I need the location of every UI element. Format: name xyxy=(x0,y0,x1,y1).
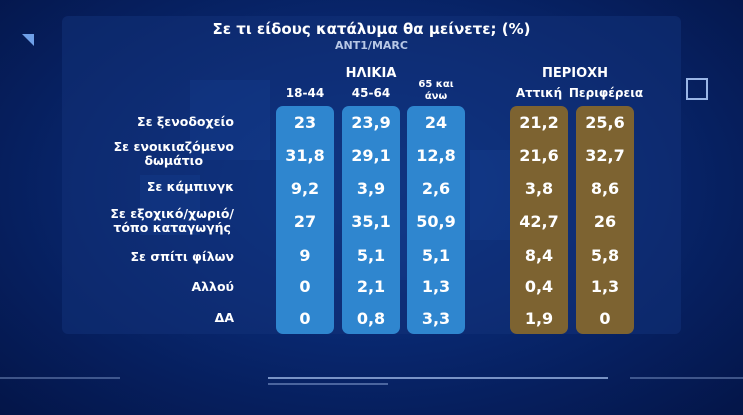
table-cell: 9,2 xyxy=(290,179,320,198)
row-label-country-house-line2: τόπο καταγωγής xyxy=(113,220,231,235)
row-label-friends-house: Σε σπίτι φίλων xyxy=(130,249,234,264)
table-cell: 0 xyxy=(299,309,311,328)
column-bg-45-64 xyxy=(342,106,400,334)
table-cell: 29,1 xyxy=(351,146,391,165)
chart-title: Σε τι είδους κατάλυμα θα μείνετε; (%) xyxy=(212,20,531,38)
row-label-country-house-line1: Σε εξοχικό/χωριό/ xyxy=(110,206,234,221)
table-cell: 0,4 xyxy=(524,277,554,296)
table-cell: 3,9 xyxy=(356,179,386,198)
table-cell: 2,1 xyxy=(356,277,386,296)
table-cell: 25,6 xyxy=(585,113,625,132)
table-cell: 8,4 xyxy=(524,246,554,265)
column-header-65-line2: άνω xyxy=(424,91,448,102)
column-header-18-44: 18-44 xyxy=(285,86,325,100)
table-cell: 5,1 xyxy=(421,246,451,265)
table-cell: 3,8 xyxy=(524,179,554,198)
row-label-rented-room: Σε ενοικιαζόμενο δωμάτιο xyxy=(114,140,234,168)
corner-triangle-icon xyxy=(22,34,34,46)
table-cell: 12,8 xyxy=(416,146,456,165)
ticker-line xyxy=(630,377,743,379)
row-label-dk: ΔΑ xyxy=(214,310,234,325)
ticker-line xyxy=(0,377,120,379)
column-header-65-line1: 65 και xyxy=(418,79,454,90)
table-cell: 5,1 xyxy=(356,246,386,265)
group-header-age: ΗΛΙΚΙΑ xyxy=(345,66,397,81)
table-cell: 26 xyxy=(593,212,617,231)
table-cell: 42,7 xyxy=(519,212,559,231)
table-cell: 2,6 xyxy=(421,179,451,198)
square-outline-icon xyxy=(686,78,708,100)
column-header-65-plus: 65 και άνω xyxy=(407,79,465,103)
column-bg-18-44 xyxy=(276,106,334,334)
column-header-periphery: Περιφέρεια xyxy=(568,86,644,100)
table-cell: 31,8 xyxy=(285,146,325,165)
table-cell: 8,6 xyxy=(590,179,620,198)
table-cell: 50,9 xyxy=(416,212,456,231)
table-cell: 1,3 xyxy=(421,277,451,296)
table-cell: 0 xyxy=(599,309,611,328)
row-label-country-house: Σε εξοχικό/χωριό/ τόπο καταγωγής xyxy=(110,207,234,235)
ticker-line xyxy=(268,383,388,385)
table-cell: 1,3 xyxy=(590,277,620,296)
table-cell: 1,9 xyxy=(524,309,554,328)
table-cell: 3,3 xyxy=(421,309,451,328)
table-cell: 23 xyxy=(293,113,317,132)
table-cell: 21,6 xyxy=(519,146,559,165)
column-header-45-64: 45-64 xyxy=(351,86,391,100)
source-label: ANT1/MARC xyxy=(335,39,408,52)
table-cell: 35,1 xyxy=(351,212,391,231)
column-bg-periphery xyxy=(576,106,634,334)
table-cell: 24 xyxy=(424,113,448,132)
row-label-rented-room-line2: δωμάτιο xyxy=(144,153,204,168)
row-label-rented-room-line1: Σε ενοικιαζόμενο xyxy=(113,139,234,154)
row-label-hotel: Σε ξενοδοχείο xyxy=(137,114,234,129)
table-cell: 9 xyxy=(299,246,311,265)
row-label-other: Αλλού xyxy=(191,279,234,294)
table-cell: 0,8 xyxy=(356,309,386,328)
row-label-camping: Σε κάμπινγκ xyxy=(146,179,234,194)
column-bg-65-plus xyxy=(407,106,465,334)
table-cell: 0 xyxy=(299,277,311,296)
column-bg-attica xyxy=(510,106,568,334)
table-cell: 21,2 xyxy=(519,113,559,132)
table-cell: 23,9 xyxy=(351,113,391,132)
table-cell: 27 xyxy=(293,212,317,231)
group-header-region: ΠΕΡΙΟΧΗ xyxy=(541,66,609,81)
column-header-attica: Αττική xyxy=(515,86,563,100)
ticker-line xyxy=(268,377,608,379)
table-cell: 5,8 xyxy=(590,246,620,265)
table-cell: 32,7 xyxy=(585,146,625,165)
